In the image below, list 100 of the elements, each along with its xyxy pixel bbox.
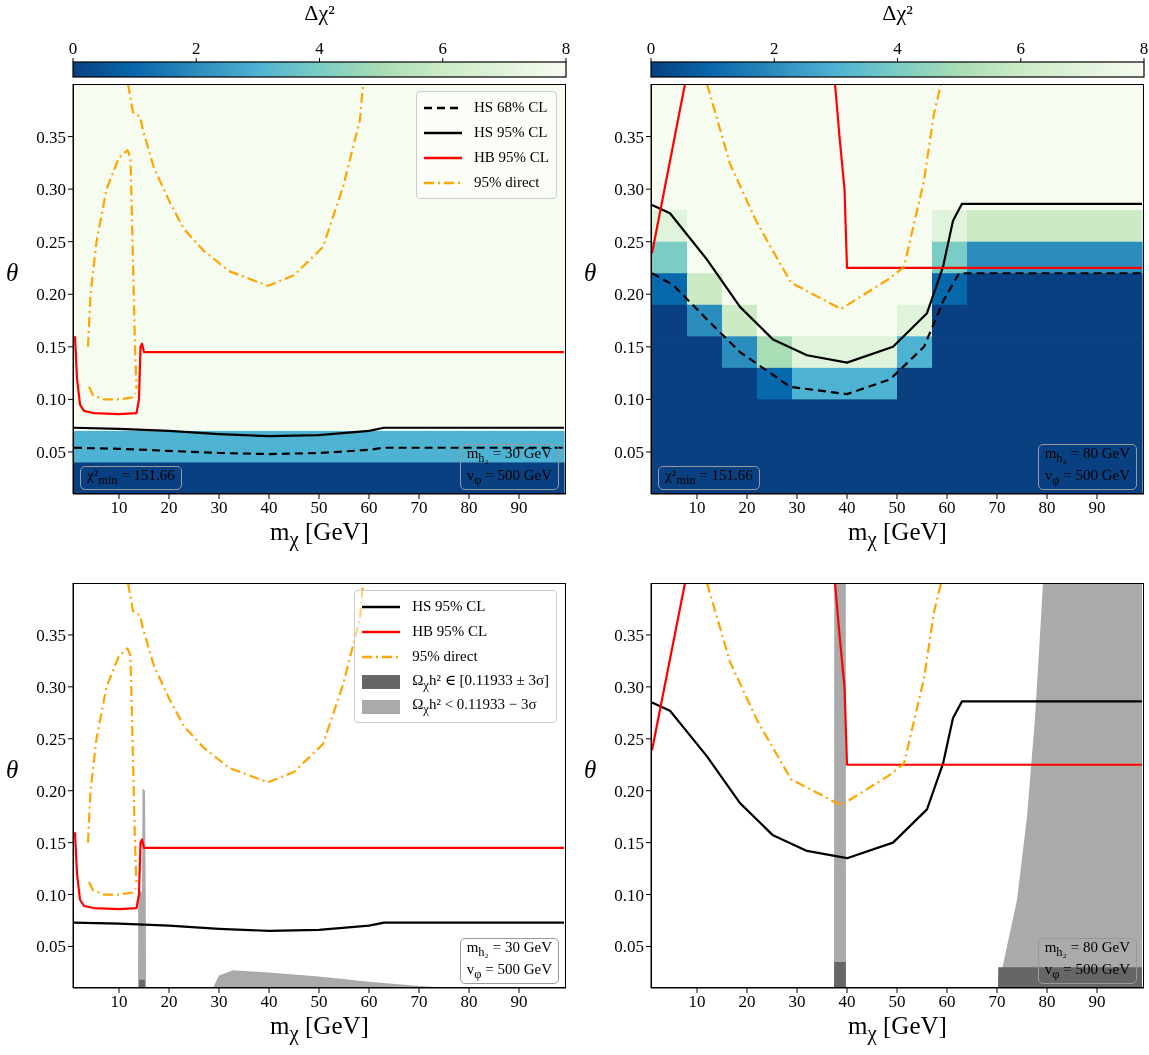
color-bar-label: 8 <box>561 39 571 58</box>
x-tick-label: 10 <box>110 498 128 518</box>
y-tick-label: 0.20 <box>36 781 66 801</box>
legend-label: HS 95% CL <box>474 124 548 141</box>
x-tick-label: 30 <box>788 992 806 1012</box>
legend-label: HB 95% CL <box>412 623 488 640</box>
y-tick-label: 0.30 <box>614 677 644 697</box>
x-tick-label: 40 <box>838 498 856 518</box>
y-tick-label: 0.05 <box>614 937 644 957</box>
y-axis-title: θ <box>6 755 19 784</box>
y-tick-label: 0.25 <box>614 232 644 252</box>
color-bar-label: 4 <box>315 39 325 58</box>
color-bar-title: Δχ² <box>881 0 914 26</box>
x-tick-label: 10 <box>688 992 706 1012</box>
y-tick-label: 0.15 <box>614 833 644 853</box>
y-tick-label: 0.15 <box>614 337 644 357</box>
y-tick-label: 0.25 <box>36 232 66 252</box>
line-series <box>73 831 566 911</box>
x-tick-label: 50 <box>310 992 328 1012</box>
y-tick-label: 0.05 <box>614 442 644 462</box>
color-bar-label: 0 <box>646 39 656 58</box>
y-tick-label: 0.30 <box>614 180 644 200</box>
color-bar-label: 8 <box>1139 39 1149 58</box>
legend-label: HB 95% CL <box>474 149 549 166</box>
annotation: m$_{h₂}$ = 80 GeV <box>1044 939 1130 961</box>
color-bar-label: 4 <box>893 39 903 58</box>
y-tick-label: 0.10 <box>614 390 644 410</box>
y-tick-label: 0.15 <box>36 833 66 853</box>
x-tick-label: 20 <box>160 498 178 518</box>
x-tick-label: 30 <box>210 498 228 518</box>
y-tick-label: 0.20 <box>36 285 66 305</box>
line-series <box>87 880 137 896</box>
color-bar-title: Δχ² <box>303 0 336 26</box>
x-tick-label: 90 <box>1088 498 1106 518</box>
x-tick-label: 60 <box>938 498 956 518</box>
legend-label: HS 68% CL <box>474 99 548 116</box>
x-tick-label: 80 <box>460 498 478 518</box>
x-axis-title: m$_{χ}$ [GeV] <box>847 1012 948 1046</box>
x-tick-label: 30 <box>788 498 806 518</box>
x-tick-label: 70 <box>410 498 428 518</box>
x-tick-label: 50 <box>310 498 328 518</box>
x-tick-label: 40 <box>838 992 856 1012</box>
annotation: v$_{φ}$ = 500 GeV <box>1044 467 1130 489</box>
legend-label: Ω$_{χ}$h² < 0.11933 − 3σ <box>412 696 537 717</box>
x-tick-label: 70 <box>988 992 1006 1012</box>
annotation: v$_{φ}$ = 500 GeV <box>466 961 552 983</box>
y-tick-label: 0.30 <box>36 677 66 697</box>
y-axis-title: θ <box>584 259 597 287</box>
x-tick-label: 50 <box>888 992 906 1012</box>
x-tick-label: 60 <box>938 992 956 1012</box>
x-tick-label: 10 <box>688 498 706 518</box>
annotation: m$_{h₂}$ = 30 GeV <box>466 939 552 961</box>
x-tick-label: 20 <box>738 498 756 518</box>
annotation: χ²$_{min}$ = 151.66 <box>665 467 753 489</box>
x-tick-label: 90 <box>510 498 528 518</box>
y-tick-label: 0.20 <box>614 781 644 801</box>
legend-label: 95% direct <box>474 174 540 191</box>
x-tick-label: 60 <box>360 498 378 518</box>
y-axis-title: θ <box>584 755 597 784</box>
legend-label: 95% direct <box>412 648 478 665</box>
y-tick-label: 0.10 <box>36 390 66 410</box>
x-tick-label: 80 <box>1038 992 1056 1012</box>
line-series <box>833 583 1144 766</box>
x-tick-label: 90 <box>510 992 528 1012</box>
legend-label: HS 95% CL <box>412 598 486 615</box>
color-bar-label: 6 <box>1016 39 1025 58</box>
color-bar-label: 2 <box>770 39 779 58</box>
color-bar-label: 6 <box>438 39 447 58</box>
annotation: m$_{h₂}$ = 80 GeV <box>1044 445 1130 467</box>
color-bar-label: 2 <box>192 39 201 58</box>
x-tick-label: 20 <box>160 992 178 1012</box>
x-tick-label: 70 <box>988 498 1006 518</box>
legend-label: Ω$_{χ}$h² ∈ [0.11933 ± 3σ] <box>412 670 549 693</box>
x-axis-title: m$_{χ}$ [GeV] <box>847 518 948 552</box>
annotation: v$_{φ}$ = 500 GeV <box>466 467 552 489</box>
annotation: m$_{h₂}$ = 30 GeV <box>466 445 552 467</box>
line-series <box>126 583 365 784</box>
x-tick-label: 10 <box>110 992 128 1012</box>
y-axis-title: θ <box>6 259 19 287</box>
x-tick-label: 90 <box>1088 992 1106 1012</box>
y-tick-label: 0.20 <box>614 285 644 305</box>
y-tick-label: 0.05 <box>36 442 66 462</box>
x-tick-label: 70 <box>410 992 428 1012</box>
y-tick-label: 0.10 <box>614 885 644 905</box>
x-tick-label: 20 <box>738 992 756 1012</box>
y-tick-label: 0.25 <box>614 729 644 749</box>
x-axis-title: m$_{χ}$ [GeV] <box>269 1012 370 1046</box>
y-tick-label: 0.10 <box>36 885 66 905</box>
x-tick-label: 60 <box>360 992 378 1012</box>
y-tick-label: 0.25 <box>36 729 66 749</box>
color-bar-label: 0 <box>68 39 78 58</box>
line-series <box>705 583 943 807</box>
y-tick-label: 0.30 <box>36 180 66 200</box>
x-tick-label: 30 <box>210 992 228 1012</box>
y-tick-label: 0.05 <box>36 937 66 957</box>
annotation: χ²$_{min}$ = 151.66 <box>87 467 175 489</box>
x-axis-title: m$_{χ}$ [GeV] <box>269 518 370 552</box>
y-tick-label: 0.35 <box>36 127 66 147</box>
y-tick-label: 0.15 <box>36 337 66 357</box>
x-tick-label: 40 <box>260 992 278 1012</box>
